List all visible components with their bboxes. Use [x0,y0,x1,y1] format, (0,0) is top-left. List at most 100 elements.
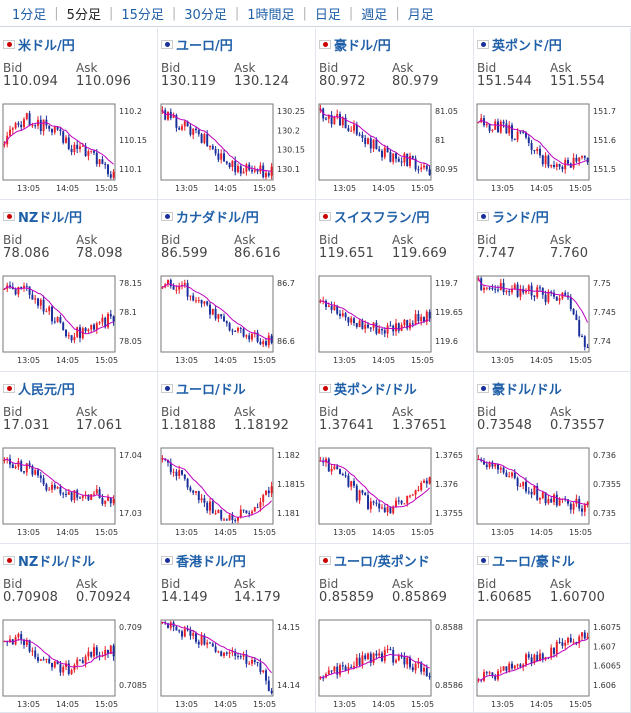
tab-30min[interactable]: 30分足 [184,7,227,23]
candle-body [70,148,73,153]
tab-1min[interactable]: 1分足 [12,7,47,23]
candlestick-chart[interactable]: 151.7 151.6 151.5 13:05 14:05 15:05 [474,102,631,194]
candlestick-chart[interactable]: 7.75 7.745 7.74 13:05 14:05 15:05 [474,274,631,366]
candle-body [581,632,583,637]
pair-title-link[interactable]: 豪ドル/円 [319,36,391,54]
pair-title-link[interactable]: ランド/円 [477,208,549,226]
candle-body [386,507,389,513]
candle-body [206,134,209,147]
candle-body [39,659,42,661]
candle-body [31,125,34,127]
candle-body [203,635,206,645]
y-tick-label: 1.1815 [277,480,305,489]
candle-body [561,166,564,170]
candle-body [181,631,183,637]
candle-body [497,121,499,133]
candle-body [237,166,239,172]
pair-title-link[interactable]: ユーロ/英ポンド [319,552,430,570]
tab-5min[interactable]: 5分足 [66,7,101,23]
x-tick-label: 15:05 [569,184,592,193]
tab-15min[interactable]: 15分足 [121,7,164,23]
eu-au-flag-icon [477,555,489,565]
pair-title-link[interactable]: カナダドル/円 [161,208,259,226]
candle-body [375,502,378,504]
pair-title-link[interactable]: ユーロ/ドル [161,380,246,398]
pair-title-link[interactable]: ユーロ/豪ドル [477,552,575,570]
currency-pair-cell: スイスフラン/円 Bid Ask 119.651 119.669 119.7 11… [316,200,474,372]
candlestick-chart[interactable]: 81.05 81 80.95 13:05 14:05 15:05 [316,102,473,194]
timeframe-tabs: 1分足 | 5分足 | 15分足 | 30分足 | 1時間足 | 日足 | 週足 | 月足 [0,0,631,27]
candle-body [583,504,586,512]
candle-body [525,132,527,138]
pair-title-link[interactable]: ユーロ/円 [161,36,233,54]
candlestick-chart[interactable]: 86.7 86.6 13:05 14:05 15:05 [158,274,315,366]
pair-title-link[interactable]: 米ドル/円 [3,36,75,54]
candlestick-chart[interactable]: 1.3765 1.376 1.3755 13:05 14:05 15:05 [316,446,473,538]
candlestick-chart[interactable]: 130.25 130.2 130.15 130.1 13:05 14:05 15:05 [158,102,315,194]
candle-body [183,282,186,285]
candle-body [578,157,581,162]
ask-label: Ask [550,405,572,419]
candle-body [200,498,203,501]
pair-title-link[interactable]: 英ポンド/円 [477,36,562,54]
candle-body [527,654,530,658]
candlestick-chart[interactable]: 0.8588 0.8586 13:05 14:05 15:05 [316,618,473,710]
moving-average-line [478,458,588,506]
candle-body [400,500,403,504]
candle-body [28,463,31,466]
pair-title-link[interactable]: 人民元/円 [3,380,75,398]
candle-body [505,290,508,293]
candle-body [39,475,42,479]
tab-monthly[interactable]: 月足 [407,7,434,23]
bid-label: Bid [477,405,497,419]
candle-body [553,292,555,297]
candlestick-chart[interactable]: 14.15 14.14 13:05 14:05 15:05 [158,618,315,710]
candle-body [25,113,28,120]
candle-body [425,480,428,484]
candle-body [242,171,245,174]
candlestick-chart[interactable]: 119.7 119.65 119.6 13:05 14:05 15:05 [316,274,473,366]
candle-body [228,323,231,331]
pair-title-link[interactable]: NZドル/ドル [3,552,95,570]
candle-body [28,640,31,652]
bid-value: 86.599 [161,246,208,261]
candle-body [48,658,51,664]
candlestick-chart[interactable]: 78.15 78.1 78.05 13:05 14:05 15:05 [0,274,157,366]
tab-weekly[interactable]: 週足 [361,7,388,23]
candle-body [333,116,336,125]
candle-body [483,287,485,290]
pair-title-link[interactable]: 豪ドル/ドル [477,380,562,398]
candle-body [533,295,536,297]
candle-body [367,138,369,144]
candlestick-chart[interactable]: 110.2 110.15 110.1 13:05 14:05 15:05 [0,102,157,194]
candlestick-chart[interactable]: 1.182 1.1815 1.181 13:05 14:05 15:05 [158,446,315,538]
candle-body [553,494,555,503]
candlestick-chart[interactable]: 17.04 17.03 13:05 14:05 15:05 [0,446,157,538]
candle-body [494,464,497,467]
candle-body [231,515,234,521]
candle-body [367,653,369,659]
currency-pair-cell: 香港ドル/円 Bid Ask 14.149 14.179 14.15 14.14 1… [158,544,316,713]
candle-body [497,289,499,291]
eu-jp-flag-icon [161,39,173,49]
candle-body [381,507,383,509]
candlestick-chart[interactable]: 1.6075 1.607 1.6065 1.606 13:05 14:05 15:05 [474,618,631,710]
x-tick-label: 14:05 [56,184,79,193]
candle-body [586,502,589,505]
pair-title-link[interactable]: スイスフラン/円 [319,208,429,226]
pair-title-link[interactable]: 香港ドル/円 [161,552,246,570]
candle-body [225,519,228,521]
pair-title-link[interactable]: 英ポンド/ドル [319,380,417,398]
ask-label: Ask [550,233,572,247]
tab-1hour[interactable]: 1時間足 [247,7,295,23]
candlestick-chart[interactable]: 0.736 0.7355 0.735 13:05 14:05 15:05 [474,446,631,538]
candle-body [533,485,536,495]
x-tick-label: 13:05 [17,356,40,365]
candlestick-chart[interactable]: 0.709 0.7085 13:05 14:05 15:05 [0,618,157,710]
candle-body [533,150,536,152]
candle-body [420,316,423,322]
candle-body [353,666,355,668]
y-tick-label: 110.1 [119,165,142,174]
tab-daily[interactable]: 日足 [314,7,341,23]
pair-title-link[interactable]: NZドル/円 [3,208,82,226]
